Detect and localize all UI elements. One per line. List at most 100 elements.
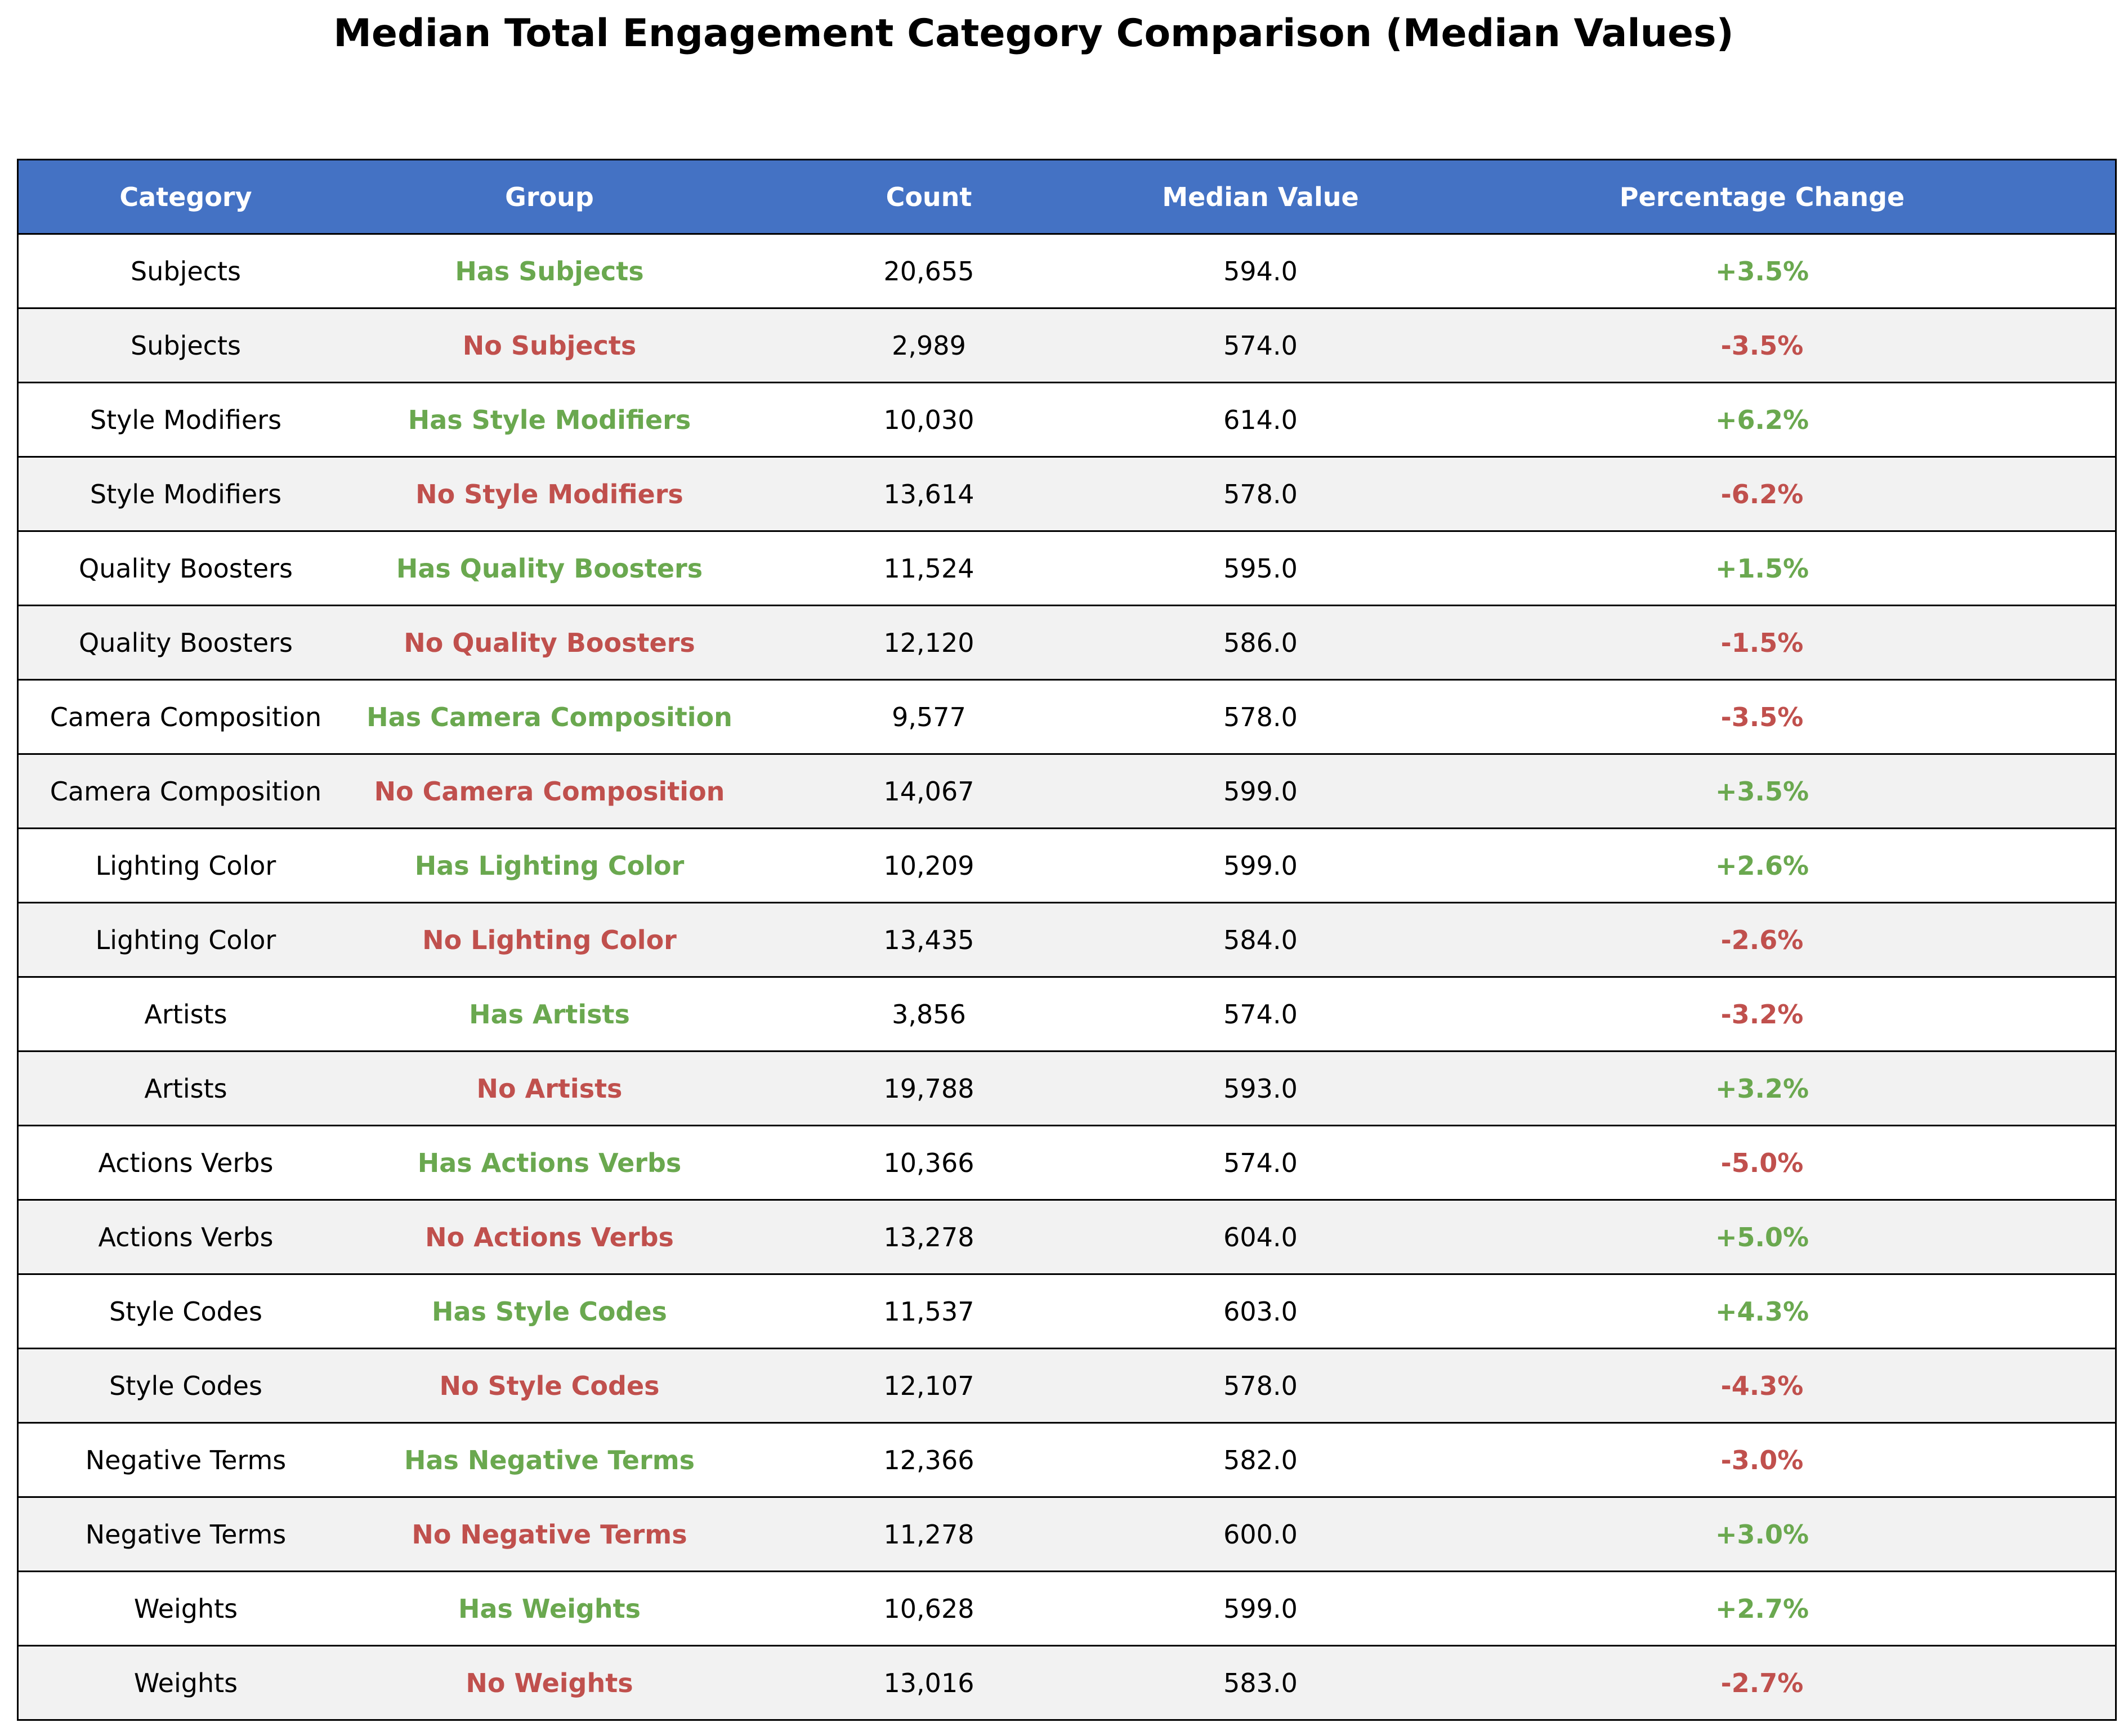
median-value-cell: 574.0 bbox=[1223, 330, 1298, 361]
category-cell: Artists bbox=[144, 999, 227, 1030]
count-cell: 11,537 bbox=[883, 1296, 974, 1327]
table-body: Subjects Has Subjects 20,655 594.0 +3.5% Subj… bbox=[19, 235, 2115, 1721]
table-row: Style Codes No Style Codes 12,107 578.0 -4.3… bbox=[19, 1349, 2115, 1424]
table-row: Negative Terms Has Negative Terms 12,366 58… bbox=[19, 1424, 2115, 1498]
median-value-cell: 599.0 bbox=[1223, 776, 1298, 807]
percentage-change-cell: +3.5% bbox=[1715, 256, 1809, 287]
category-cell: Lighting Color bbox=[95, 850, 276, 881]
count-cell: 19,788 bbox=[883, 1073, 974, 1104]
percentage-change-cell: +5.0% bbox=[1715, 1222, 1809, 1252]
median-value-cell: 614.0 bbox=[1223, 404, 1298, 435]
comparison-table: Category Group Count Median Value Percen… bbox=[17, 159, 2117, 1721]
group-cell: Has Actions Verbs bbox=[417, 1147, 682, 1178]
median-value-cell: 594.0 bbox=[1223, 256, 1298, 287]
median-value-cell: 603.0 bbox=[1223, 1296, 1298, 1327]
category-cell: Lighting Color bbox=[95, 924, 276, 955]
group-cell: No Lighting Color bbox=[422, 924, 677, 955]
category-cell: Style Modifiers bbox=[90, 478, 282, 509]
table-row: Quality Boosters No Quality Boosters 12,12… bbox=[19, 606, 2115, 681]
count-cell: 10,030 bbox=[883, 404, 974, 435]
table-row: Subjects Has Subjects 20,655 594.0 +3.5% bbox=[19, 235, 2115, 309]
count-cell: 9,577 bbox=[892, 701, 966, 732]
table-header-row: Category Group Count Median Value Percen… bbox=[19, 160, 2115, 235]
table-row: Quality Boosters Has Quality Boosters 11,5… bbox=[19, 532, 2115, 606]
category-cell: Style Modifiers bbox=[90, 404, 282, 435]
percentage-change-cell: -1.5% bbox=[1720, 627, 1804, 658]
median-value-cell: 593.0 bbox=[1223, 1073, 1298, 1104]
percentage-change-cell: +6.2% bbox=[1715, 404, 1809, 435]
chart-title: Median Total Engagement Category Compari… bbox=[333, 11, 1734, 56]
group-cell: No Style Modifiers bbox=[415, 478, 683, 509]
percentage-change-cell: +3.0% bbox=[1715, 1519, 1809, 1550]
median-value-cell: 578.0 bbox=[1223, 1370, 1298, 1401]
percentage-change-cell: -4.3% bbox=[1720, 1370, 1804, 1401]
group-cell: No Actions Verbs bbox=[425, 1222, 674, 1252]
median-value-cell: 600.0 bbox=[1223, 1519, 1298, 1550]
column-header-median-value: Median Value bbox=[1162, 181, 1359, 212]
category-cell: Artists bbox=[144, 1073, 227, 1104]
table-row: Negative Terms No Negative Terms 11,278 600… bbox=[19, 1498, 2115, 1572]
median-value-cell: 599.0 bbox=[1223, 1593, 1298, 1624]
group-cell: Has Style Codes bbox=[432, 1296, 667, 1327]
percentage-change-cell: +2.7% bbox=[1715, 1593, 1809, 1624]
table-row: Artists Has Artists 3,856 574.0 -3.2% bbox=[19, 978, 2115, 1052]
count-cell: 11,524 bbox=[883, 553, 974, 584]
count-cell: 13,614 bbox=[883, 478, 974, 509]
percentage-change-cell: -3.5% bbox=[1720, 330, 1804, 361]
count-cell: 10,209 bbox=[883, 850, 974, 881]
median-value-cell: 604.0 bbox=[1223, 1222, 1298, 1252]
group-cell: No Quality Boosters bbox=[404, 627, 695, 658]
count-cell: 13,016 bbox=[883, 1667, 974, 1698]
group-cell: No Artists bbox=[476, 1073, 623, 1104]
group-cell: No Weights bbox=[466, 1667, 633, 1698]
median-value-cell: 578.0 bbox=[1223, 701, 1298, 732]
column-header-category: Category bbox=[119, 181, 252, 212]
category-cell: Quality Boosters bbox=[78, 553, 293, 584]
group-cell: Has Subjects bbox=[455, 256, 644, 287]
table-row: Camera Composition Has Camera Composition… bbox=[19, 681, 2115, 755]
category-cell: Actions Verbs bbox=[98, 1222, 274, 1252]
category-cell: Weights bbox=[133, 1667, 238, 1698]
percentage-change-cell: +3.2% bbox=[1715, 1073, 1809, 1104]
percentage-change-cell: -3.5% bbox=[1720, 701, 1804, 732]
percentage-change-cell: -3.0% bbox=[1720, 1444, 1804, 1475]
count-cell: 12,366 bbox=[883, 1444, 974, 1475]
table-row: Style Codes Has Style Codes 11,537 603.0 +4.… bbox=[19, 1275, 2115, 1349]
table-row: Weights No Weights 13,016 583.0 -2.7% bbox=[19, 1646, 2115, 1721]
median-value-cell: 599.0 bbox=[1223, 850, 1298, 881]
group-cell: No Camera Composition bbox=[374, 776, 725, 807]
category-cell: Quality Boosters bbox=[78, 627, 293, 658]
group-cell: Has Style Modifiers bbox=[408, 404, 691, 435]
column-header-group: Group bbox=[505, 181, 594, 212]
count-cell: 13,278 bbox=[883, 1222, 974, 1252]
count-cell: 11,278 bbox=[883, 1519, 974, 1550]
table-row: Actions Verbs No Actions Verbs 13,278 604.0… bbox=[19, 1201, 2115, 1275]
count-cell: 10,628 bbox=[883, 1593, 974, 1624]
median-value-cell: 578.0 bbox=[1223, 478, 1298, 509]
category-cell: Negative Terms bbox=[85, 1519, 287, 1550]
category-cell: Camera Composition bbox=[50, 701, 322, 732]
category-cell: Style Codes bbox=[109, 1296, 262, 1327]
median-value-cell: 574.0 bbox=[1223, 1147, 1298, 1178]
group-cell: No Style Codes bbox=[439, 1370, 660, 1401]
table-row: Subjects No Subjects 2,989 574.0 -3.5% bbox=[19, 309, 2115, 383]
column-header-count: Count bbox=[886, 181, 972, 212]
table-row: Lighting Color No Lighting Color 13,435 584… bbox=[19, 903, 2115, 978]
category-cell: Camera Composition bbox=[50, 776, 322, 807]
count-cell: 12,107 bbox=[883, 1370, 974, 1401]
group-cell: Has Weights bbox=[458, 1593, 641, 1624]
count-cell: 10,366 bbox=[883, 1147, 974, 1178]
percentage-change-cell: +3.5% bbox=[1715, 776, 1809, 807]
percentage-change-cell: -5.0% bbox=[1720, 1147, 1804, 1178]
table-row: Artists No Artists 19,788 593.0 +3.2% bbox=[19, 1052, 2115, 1126]
count-cell: 20,655 bbox=[883, 256, 974, 287]
group-cell: Has Quality Boosters bbox=[396, 553, 703, 584]
table-row: Style Modifiers No Style Modifiers 13,614 5… bbox=[19, 458, 2115, 532]
column-header-percentage-change: Percentage Change bbox=[1619, 181, 1905, 212]
group-cell: Has Lighting Color bbox=[414, 850, 685, 881]
table-row: Actions Verbs Has Actions Verbs 10,366 574.… bbox=[19, 1126, 2115, 1201]
percentage-change-cell: -6.2% bbox=[1720, 478, 1804, 509]
count-cell: 2,989 bbox=[892, 330, 966, 361]
category-cell: Subjects bbox=[131, 330, 241, 361]
table-row: Lighting Color Has Lighting Color 10,209 59… bbox=[19, 829, 2115, 903]
